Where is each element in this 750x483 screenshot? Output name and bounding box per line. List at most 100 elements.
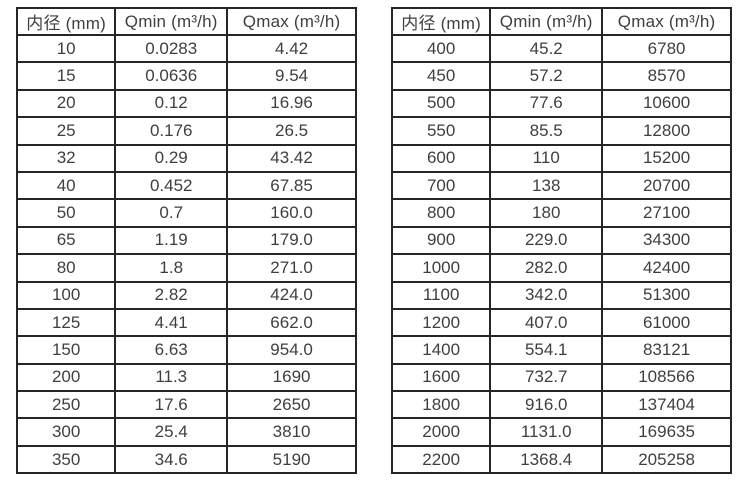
table-row: 65 1.19 179.0 bbox=[15, 225, 357, 256]
table-cell: 0.0636 bbox=[114, 61, 229, 91]
table-row: 1000 282.0 42400 bbox=[390, 253, 732, 283]
table-cell: 300 bbox=[15, 417, 117, 447]
table-cell: 1.19 bbox=[114, 225, 229, 256]
table-cell: 108566 bbox=[601, 362, 732, 393]
table-cell: 500 bbox=[390, 88, 492, 119]
table-cell: 15200 bbox=[601, 143, 732, 173]
table-body: 400 45.2 6780 450 57.2 8570 500 77.6 10600 550 85.… bbox=[390, 33, 732, 475]
table-row: 1800 916.0 137404 bbox=[390, 390, 732, 420]
table-row: 80 1.8 271.0 bbox=[15, 253, 357, 283]
table-cell: 27100 bbox=[601, 198, 732, 228]
table-cell: 15 bbox=[15, 61, 117, 91]
table-cell: 2650 bbox=[226, 390, 357, 420]
table-cell: 1800 bbox=[390, 390, 492, 420]
table-cell: 0.176 bbox=[114, 116, 229, 146]
table-cell: 42400 bbox=[601, 253, 732, 283]
column-header: 内径 (mm) bbox=[390, 7, 492, 36]
table-cell: 180 bbox=[489, 198, 604, 228]
table-row: 20 0.12 16.96 bbox=[15, 88, 357, 119]
table-cell: 57.2 bbox=[489, 61, 604, 91]
table-cell: 25 bbox=[15, 116, 117, 146]
table-cell: 1690 bbox=[226, 362, 357, 393]
table-row: 300 25.4 3810 bbox=[15, 417, 357, 447]
table-cell: 77.6 bbox=[489, 88, 604, 119]
table-row: 2000 1131.0 169635 bbox=[390, 417, 732, 447]
table-row: 10 0.0283 4.42 bbox=[15, 33, 357, 64]
table-cell: 100 bbox=[15, 280, 117, 310]
table-cell: 8570 bbox=[601, 61, 732, 91]
column-header: Qmax (m³/h) bbox=[226, 7, 357, 36]
table-cell: 0.12 bbox=[114, 88, 229, 119]
table-cell: 0.7 bbox=[114, 198, 229, 228]
table-cell: 32 bbox=[15, 143, 117, 173]
table-cell: 10 bbox=[15, 33, 117, 64]
table-row: 450 57.2 8570 bbox=[390, 61, 732, 91]
table-row: 2200 1368.4 205258 bbox=[390, 444, 732, 475]
table-row: 1200 407.0 61000 bbox=[390, 307, 732, 338]
table-row: 550 85.5 12800 bbox=[390, 116, 732, 146]
table-cell: 2200 bbox=[390, 444, 492, 475]
table-cell: 50 bbox=[15, 198, 117, 228]
table-cell: 85.5 bbox=[489, 116, 604, 146]
table-row: 1100 342.0 51300 bbox=[390, 280, 732, 310]
table-row: 15 0.0636 9.54 bbox=[15, 61, 357, 91]
table-body: 10 0.0283 4.42 15 0.0636 9.54 20 0.12 16.96 25 0.1… bbox=[15, 33, 357, 475]
table-cell: 0.29 bbox=[114, 143, 229, 173]
table-cell: 43.42 bbox=[226, 143, 357, 173]
table-cell: 80 bbox=[15, 253, 117, 283]
table-cell: 16.96 bbox=[226, 88, 357, 119]
table-row: 25 0.176 26.5 bbox=[15, 116, 357, 146]
table-cell: 342.0 bbox=[489, 280, 604, 310]
table-row: 900 229.0 34300 bbox=[390, 225, 732, 256]
table-cell: 1368.4 bbox=[489, 444, 604, 475]
table-row: 32 0.29 43.42 bbox=[15, 143, 357, 173]
table-cell: 400 bbox=[390, 33, 492, 64]
table-cell: 61000 bbox=[601, 307, 732, 338]
table-row: 1600 732.7 108566 bbox=[390, 362, 732, 393]
table-row: 100 2.82 424.0 bbox=[15, 280, 357, 310]
column-header: Qmin (m³/h) bbox=[489, 7, 604, 36]
table-cell: 12800 bbox=[601, 116, 732, 146]
table-cell: 5190 bbox=[226, 444, 357, 475]
table-cell: 17.6 bbox=[114, 390, 229, 420]
table-cell: 6.63 bbox=[114, 335, 229, 365]
table-cell: 10600 bbox=[601, 88, 732, 119]
table-cell: 732.7 bbox=[489, 362, 604, 393]
header-row: 内径 (mm) Qmin (m³/h) Qmax (m³/h) bbox=[390, 7, 732, 36]
table-row: 350 34.6 5190 bbox=[15, 444, 357, 475]
table-row: 700 138 20700 bbox=[390, 170, 732, 201]
table-cell: 51300 bbox=[601, 280, 732, 310]
table-cell: 407.0 bbox=[489, 307, 604, 338]
table-cell: 3810 bbox=[226, 417, 357, 447]
column-header: 内径 (mm) bbox=[15, 7, 117, 36]
table-header: 内径 (mm) Qmin (m³/h) Qmax (m³/h) bbox=[390, 7, 732, 36]
table-cell: 110 bbox=[489, 143, 604, 173]
table-cell: 160.0 bbox=[226, 198, 357, 228]
flow-table-large-diameters: 内径 (mm) Qmin (m³/h) Qmax (m³/h) 400 45.2 678… bbox=[390, 7, 732, 475]
table-row: 600 110 15200 bbox=[390, 143, 732, 173]
table-cell: 9.54 bbox=[226, 61, 357, 91]
table-cell: 662.0 bbox=[226, 307, 357, 338]
table-cell: 34.6 bbox=[114, 444, 229, 475]
header-row: 内径 (mm) Qmin (m³/h) Qmax (m³/h) bbox=[15, 7, 357, 36]
table-row: 250 17.6 2650 bbox=[15, 390, 357, 420]
table-cell: 6780 bbox=[601, 33, 732, 64]
table-cell: 554.1 bbox=[489, 335, 604, 365]
table-cell: 40 bbox=[15, 170, 117, 201]
table-cell: 350 bbox=[15, 444, 117, 475]
table-cell: 26.5 bbox=[226, 116, 357, 146]
table-cell: 271.0 bbox=[226, 253, 357, 283]
table-cell: 1.8 bbox=[114, 253, 229, 283]
table-cell: 20700 bbox=[601, 170, 732, 201]
table-cell: 65 bbox=[15, 225, 117, 256]
table-cell: 205258 bbox=[601, 444, 732, 475]
table-cell: 250 bbox=[15, 390, 117, 420]
table-cell: 20 bbox=[15, 88, 117, 119]
table-cell: 150 bbox=[15, 335, 117, 365]
table-cell: 83121 bbox=[601, 335, 732, 365]
table-cell: 0.452 bbox=[114, 170, 229, 201]
table-cell: 1100 bbox=[390, 280, 492, 310]
table-cell: 550 bbox=[390, 116, 492, 146]
table-row: 500 77.6 10600 bbox=[390, 88, 732, 119]
table-row: 1400 554.1 83121 bbox=[390, 335, 732, 365]
